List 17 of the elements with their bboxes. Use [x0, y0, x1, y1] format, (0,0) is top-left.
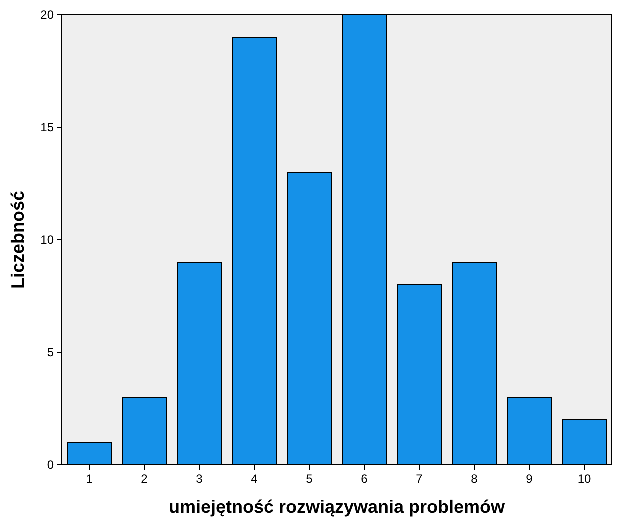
y-tick-label: 0: [47, 458, 54, 472]
x-tick-label: 6: [361, 472, 368, 486]
x-tick-label: 4: [251, 472, 258, 486]
y-tick-label: 10: [40, 233, 54, 248]
y-axis-title: Liczebność: [8, 190, 28, 290]
x-tick-label: 3: [196, 472, 204, 486]
x-tick-label: 5: [306, 472, 314, 486]
x-tick-label: 1: [86, 472, 94, 486]
x-tick-label: 8: [471, 472, 478, 486]
x-axis-title: umiejętność rozwiązywania problemów: [168, 497, 506, 517]
y-tick-label: 15: [40, 120, 54, 135]
x-tick-label: 9: [526, 472, 534, 486]
x-tick-label: 7: [416, 472, 424, 486]
y-tick-label: 20: [40, 8, 54, 22]
y-tick-label: 5: [47, 346, 54, 360]
x-tick-label: 2: [141, 472, 148, 486]
x-tick-label: 10: [578, 472, 592, 486]
